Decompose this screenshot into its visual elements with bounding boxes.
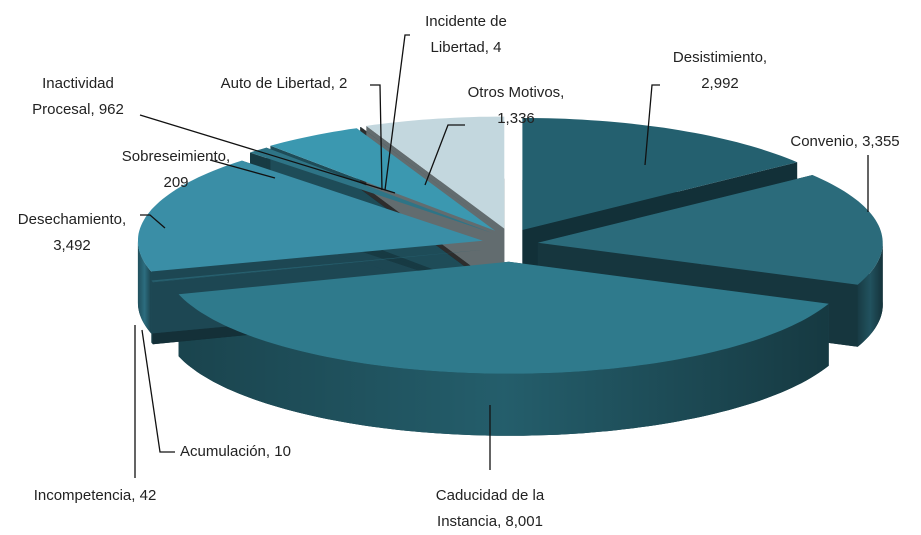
- value-label: 2,992: [701, 75, 739, 92]
- data-label: Desistimiento, 2,992: [673, 49, 767, 92]
- value-label: 4: [493, 39, 501, 56]
- category-label-part: Libertad: [431, 39, 485, 56]
- category-label: Otros Motivos: [468, 84, 561, 101]
- data-label: Acumulación, 10: [180, 443, 291, 460]
- value-label: 3,355: [862, 133, 900, 150]
- separator: ,: [854, 133, 862, 150]
- separator: ,: [331, 75, 339, 92]
- slices: [138, 117, 883, 436]
- separator: ,: [560, 84, 564, 101]
- value-label: 8,001: [505, 513, 543, 530]
- separator: ,: [763, 49, 767, 66]
- category-label: Acumulación: [180, 443, 266, 460]
- value-label: 209: [163, 174, 188, 191]
- category-label: Incompetencia: [34, 487, 132, 504]
- separator: ,: [266, 443, 274, 460]
- value-label: 1,336: [497, 110, 535, 127]
- category-label-part: Incidente de: [425, 13, 507, 30]
- separator: ,: [122, 211, 126, 228]
- data-label: Inactividad Procesal, 962: [32, 75, 124, 118]
- data-label: Incompetencia, 42: [34, 487, 157, 504]
- separator: ,: [131, 487, 139, 504]
- category-label: Sobreseimiento: [122, 148, 226, 165]
- separator: ,: [90, 101, 98, 118]
- category-label-part: Procesal: [32, 101, 90, 118]
- data-label: Incidente de Libertad, 4: [425, 13, 507, 56]
- category-label: Desechamiento: [18, 211, 122, 228]
- value-label: 42: [140, 487, 157, 504]
- value-label: 10: [274, 443, 291, 460]
- data-label: Caducidad de la Instancia, 8,001: [436, 487, 545, 530]
- category-label-part: Instancia: [437, 513, 498, 530]
- category-label: Auto de Libertad: [221, 75, 331, 92]
- separator: ,: [226, 148, 230, 165]
- value-label: 962: [99, 101, 124, 118]
- leader-line: [142, 330, 175, 452]
- category-label-part: Inactividad: [42, 75, 114, 92]
- separator: ,: [497, 513, 505, 530]
- category-label: Desistimiento: [673, 49, 763, 66]
- data-label: Auto de Libertad, 2: [221, 75, 348, 92]
- separator: ,: [485, 39, 493, 56]
- category-label-part: Caducidad de la: [436, 487, 545, 504]
- data-label: Desechamiento, 3,492: [18, 211, 126, 254]
- data-label: Convenio, 3,355: [790, 133, 899, 150]
- value-label: 2: [339, 75, 347, 92]
- category-label: Convenio: [790, 133, 853, 150]
- value-label: 3,492: [53, 237, 91, 254]
